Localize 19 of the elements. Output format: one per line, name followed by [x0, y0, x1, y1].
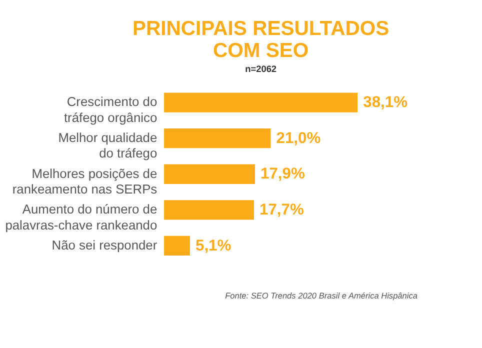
- y-tick-label: Melhores posições de rankeamento nas SERPs: [12, 166, 158, 196]
- y-tick-label: Não sei responder: [52, 237, 158, 252]
- data-label: 17,7%: [259, 202, 304, 219]
- bar: [164, 128, 271, 148]
- y-tick-label: Melhor qualidade do tráfego: [58, 130, 158, 161]
- y-tick-label: Crescimento do tráfego orgânico: [64, 94, 158, 125]
- y-tick-label: Aumento do número de palavras-chave rankeando: [5, 202, 158, 232]
- bar: [164, 164, 255, 184]
- data-label: 5,1%: [195, 237, 232, 254]
- text: PRINCIPAIS RESULTADOS: [132, 18, 390, 40]
- data-label: 17,9%: [260, 166, 305, 183]
- data-label: 38,1%: [363, 94, 408, 112]
- bar: [164, 200, 254, 220]
- data-label: 21,0%: [276, 130, 321, 147]
- text: COM SEO: [212, 40, 309, 62]
- bar: [164, 92, 358, 112]
- chart-subtitle: n=2062: [245, 64, 277, 74]
- bar: [164, 236, 190, 256]
- source-note: Fonte: SEO Trends 2020 Brasil e América Hispânica: [225, 290, 418, 301]
